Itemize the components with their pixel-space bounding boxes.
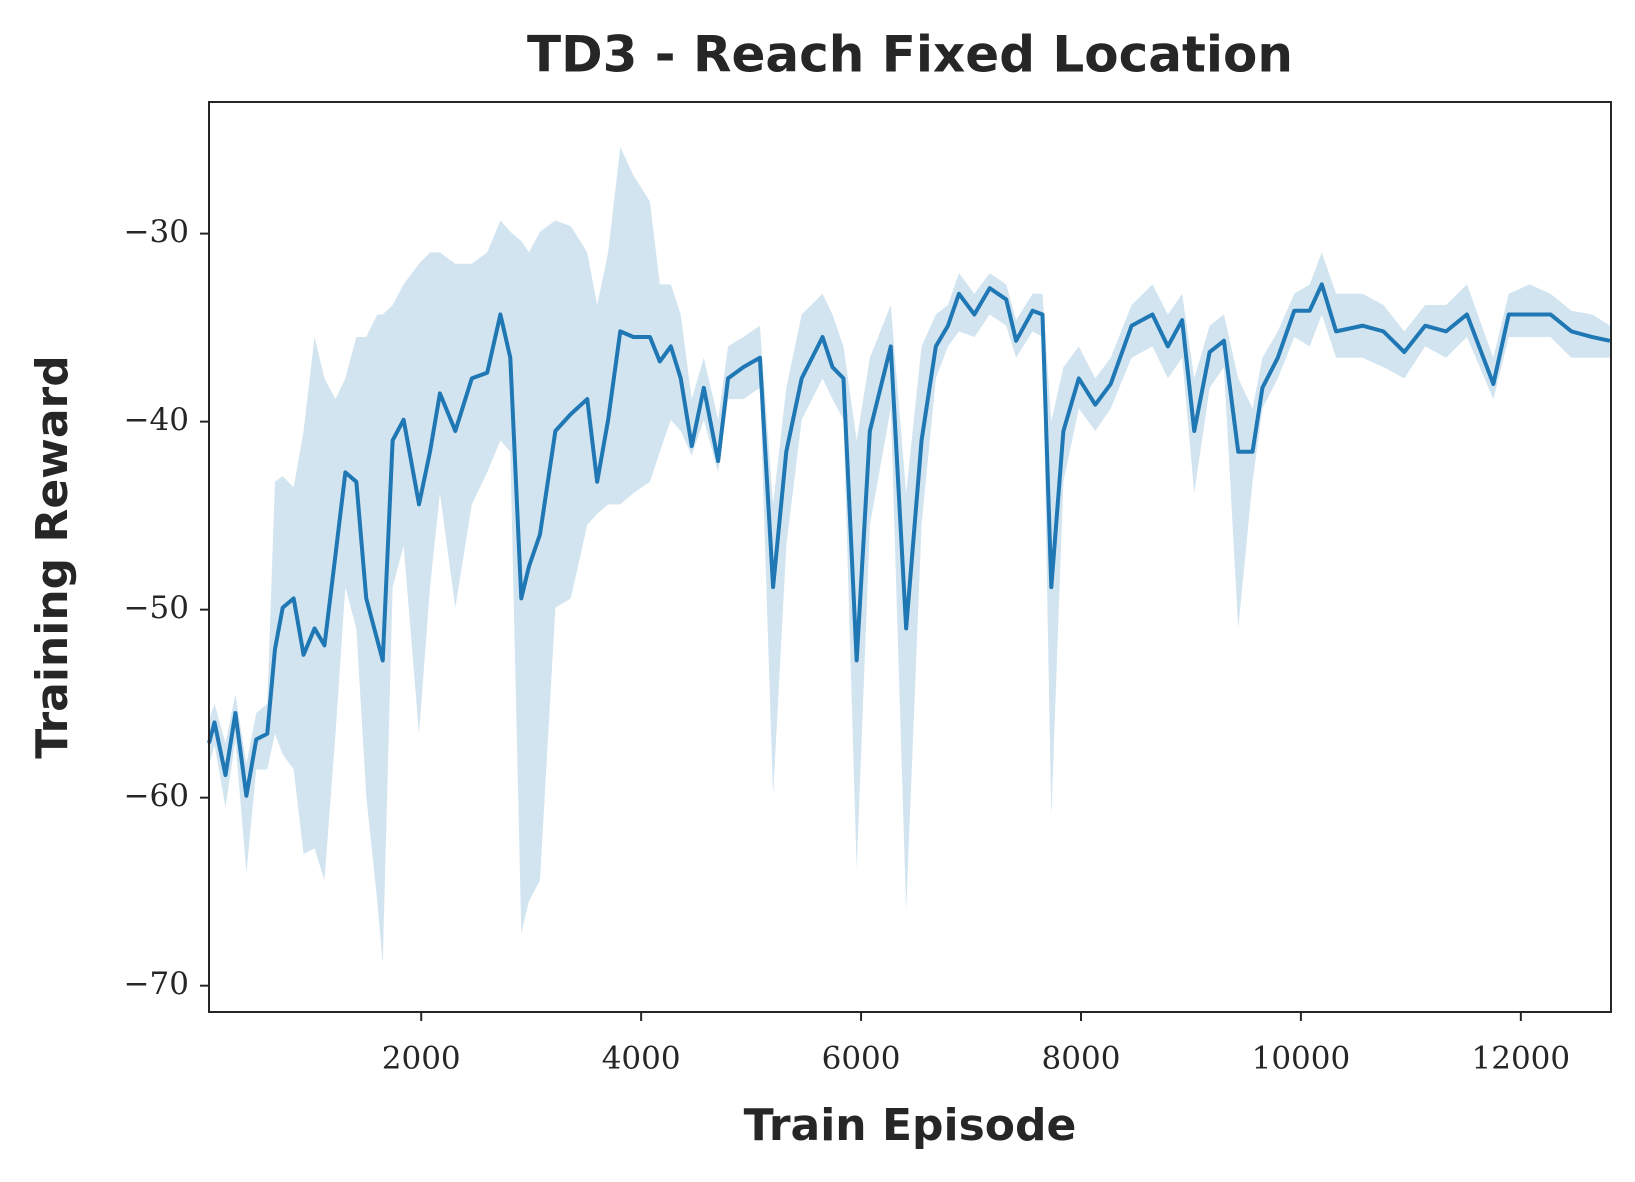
chart-title: TD3 - Reach Fixed Location [527, 26, 1293, 84]
y-tick-label: −50 [124, 590, 189, 626]
x-tick-label: 6000 [822, 1041, 901, 1077]
y-tick-label: −70 [124, 966, 189, 1002]
x-tick-label: 10000 [1252, 1041, 1351, 1077]
y-tick-label: −60 [124, 778, 189, 814]
y-tick-label: −30 [124, 214, 189, 250]
x-tick-label: 4000 [602, 1041, 681, 1077]
x-axis-label: Train Episode [744, 1100, 1077, 1151]
mean-line [207, 282, 1611, 798]
y-tick-label: −40 [124, 402, 189, 438]
x-tick-label: 12000 [1472, 1041, 1571, 1077]
confidence-band [209, 147, 1610, 964]
y-axis-label: Training Reward [27, 355, 78, 758]
x-tick-label: 2000 [382, 1041, 461, 1077]
x-tick-label: 8000 [1042, 1041, 1121, 1077]
plot-frame [208, 101, 1612, 1013]
